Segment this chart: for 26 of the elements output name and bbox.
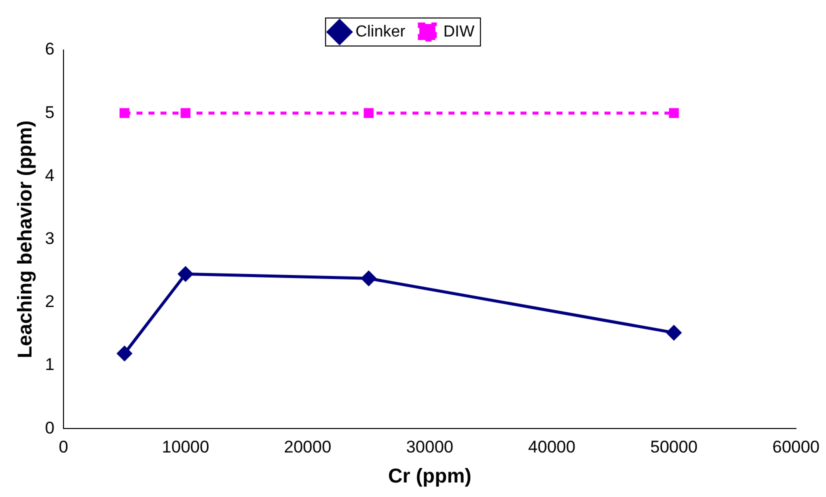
x-tick-label: 50000	[650, 437, 698, 456]
y-tick-label: 6	[44, 40, 54, 59]
point	[364, 108, 374, 118]
y-tick-label: 0	[44, 418, 54, 438]
x-tick-label: 60000	[772, 437, 820, 456]
x-tick-label: 40000	[528, 437, 576, 456]
point	[666, 324, 682, 341]
x-tick-label: 10000	[162, 437, 210, 456]
y-tick-label: 5	[44, 102, 54, 122]
legend-label: Clinker	[356, 23, 406, 40]
point	[120, 108, 130, 118]
y-tick-label: 1	[44, 355, 54, 374]
y-tick-label: 2	[44, 292, 54, 312]
point	[116, 346, 132, 362]
x-tick-label: 30000	[406, 437, 454, 456]
x-axis-title: Cr (ppm)	[388, 466, 472, 488]
point	[360, 270, 377, 286]
y-tick-label: 3	[44, 228, 54, 248]
x-tick-label: 20000	[284, 437, 332, 456]
y-axis-title: Leaching behavior (ppm)	[14, 120, 37, 358]
point	[180, 108, 190, 118]
legend-label: DIW	[443, 23, 476, 40]
point	[668, 108, 679, 118]
point	[178, 266, 194, 282]
x-tick-label: 0	[58, 437, 68, 456]
y-tick-label: 4	[44, 166, 54, 185]
